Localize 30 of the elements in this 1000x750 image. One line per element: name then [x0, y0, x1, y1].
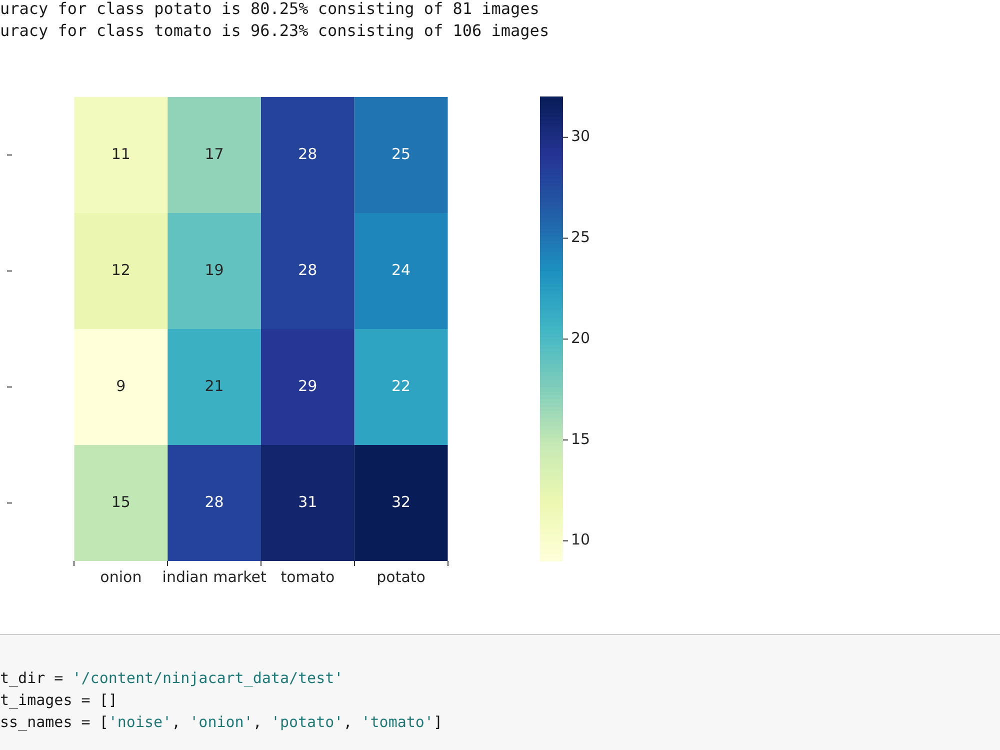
color-bar-label: 10 — [571, 530, 590, 549]
data-label: 32 — [392, 492, 411, 511]
text: t_dir = '/content/ninjacart_data/test' — [0, 669, 344, 687]
data-label: 17 — [204, 144, 224, 163]
color-bar-label: 25 — [571, 228, 590, 246]
text: t_images = [] — [0, 691, 118, 709]
x-tick-label: onion — [100, 568, 142, 586]
data-label: 31 — [298, 492, 318, 511]
data-label: 28 — [204, 492, 224, 511]
data-label: 21 — [204, 376, 224, 395]
data-label: 28 — [298, 144, 318, 163]
color-bar-label: 15 — [571, 430, 590, 448]
data-label: 29 — [298, 376, 318, 395]
text: uracy for class potato is 80.25% consisting of 81 images — [0, 0, 540, 20]
data-label: 9 — [116, 376, 126, 395]
data-label: 24 — [392, 260, 411, 279]
text: ss_names = ['noise', 'onion', 'potato', 'tomato'] — [0, 713, 443, 731]
color-bar-label: 20 — [571, 328, 590, 347]
data-label: 12 — [111, 260, 130, 279]
data-label: 11 — [111, 144, 130, 163]
data-label: 28 — [298, 260, 318, 279]
data-label: 19 — [204, 260, 224, 279]
text: uracy for class tomato is 96.23% consisting of 106 images — [0, 20, 550, 42]
data-label: 25 — [392, 144, 411, 163]
x-tick-label: potato — [376, 568, 426, 586]
data-label: 15 — [111, 492, 130, 511]
x-tick-label: tomato — [280, 568, 335, 586]
color-bar-label: 30 — [571, 127, 590, 146]
x-tick-label: indian market — [162, 568, 266, 586]
data-label: 22 — [392, 376, 411, 395]
